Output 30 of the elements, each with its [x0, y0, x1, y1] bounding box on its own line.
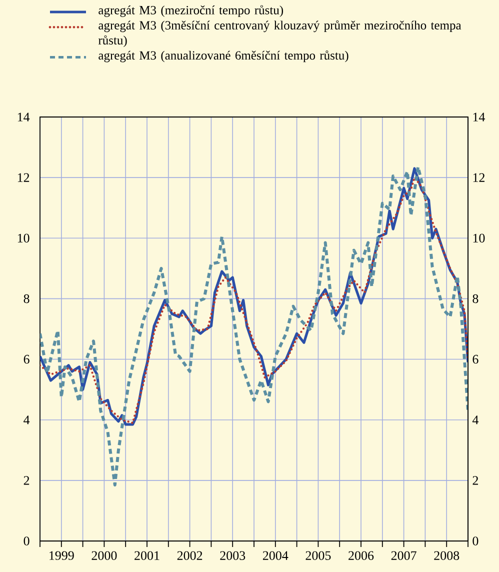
y2-tick-label: 10 [473, 234, 485, 243]
x-tick-label: 2000 [92, 551, 117, 560]
x-tick-label: 1999 [50, 551, 74, 560]
x-tick-label: 2002 [177, 551, 202, 560]
line-series [40, 165, 468, 486]
y-tick-label: 14 [18, 112, 30, 122]
y2-tick-label: 6 [472, 354, 478, 364]
y-tick-label: 0 [24, 536, 30, 546]
x-tick-label: 2003 [220, 551, 246, 560]
x-tick-label: 2004 [262, 551, 288, 560]
y-tick-label: 4 [24, 416, 30, 424]
legend-label: agregát M3 (meziroční tempo růstu) [98, 5, 284, 17]
y-tick-label: 6 [24, 354, 30, 364]
y-tick-label: 2 [24, 476, 30, 485]
x-tick-label: 2007 [391, 551, 416, 560]
x-tick-label: 2001 [134, 551, 160, 560]
y-tick-label: 10 [18, 234, 30, 243]
legend-label: agregát M3 (anualizované 6měsíční tempo růstu) [98, 50, 348, 62]
y-tick-label: 12 [18, 173, 30, 182]
x-tick-label: 2008 [434, 551, 460, 560]
legend-label: agregát M3 (3měsíční centrovaný klouzavý průměr meziročního tempa růstu) [98, 20, 462, 48]
y2-tick-label: 12 [473, 173, 484, 182]
y2-tick-label: 4 [472, 416, 478, 424]
y2-tick-label: 0 [472, 536, 478, 546]
y2-tick-label: 14 [473, 112, 485, 122]
y-tick-label: 8 [24, 294, 30, 304]
y2-tick-label: 2 [472, 476, 478, 485]
x-tick-label: 2005 [306, 551, 331, 560]
x-tick-label: 2006 [348, 551, 374, 560]
y2-tick-label: 8 [472, 294, 478, 304]
